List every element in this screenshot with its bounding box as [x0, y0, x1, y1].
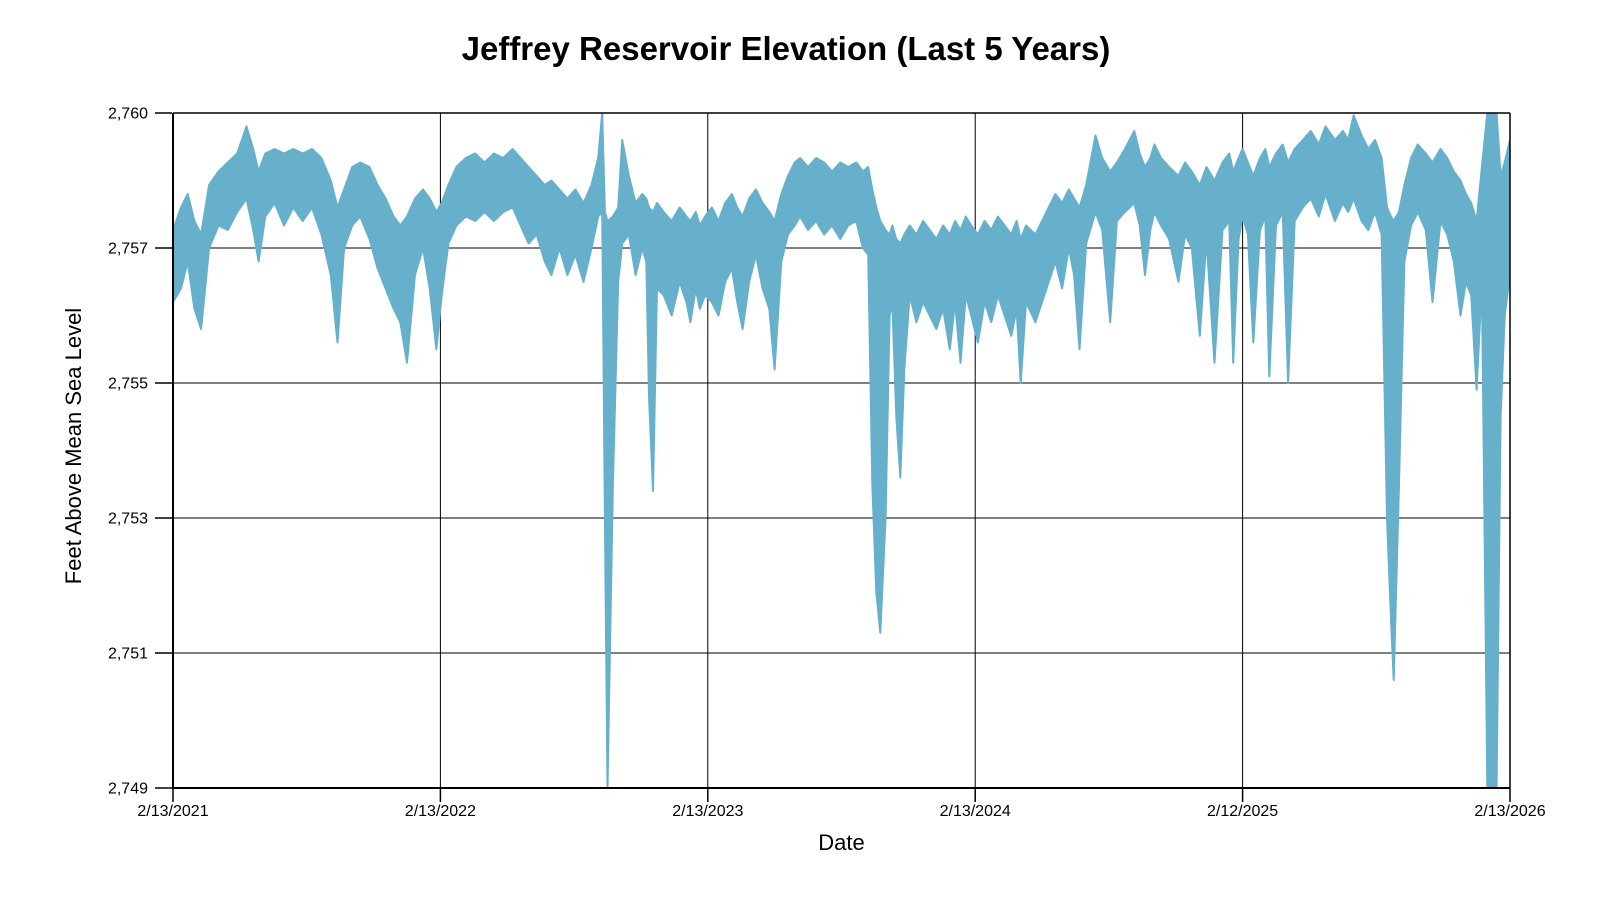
x-tick-label: 2/13/2022: [405, 803, 476, 820]
x-tick-label: 2/13/2021: [137, 803, 208, 820]
x-axis-title: Date: [818, 830, 865, 855]
y-tick-label: 2,753: [108, 511, 148, 528]
y-tick-label: 2,755: [108, 376, 148, 393]
x-tick-label: 2/13/2023: [672, 803, 743, 820]
y-tick-label: 2,751: [108, 646, 148, 663]
y-tick-label: 2,760: [108, 106, 148, 123]
y-tick-label: 2,749: [108, 781, 148, 798]
chart-title: Jeffrey Reservoir Elevation (Last 5 Year…: [461, 30, 1111, 67]
y-tick-label: 2,757: [108, 241, 148, 258]
x-tick-label: 2/12/2025: [1207, 803, 1278, 820]
x-tick-label: 2/13/2026: [1474, 803, 1545, 820]
x-tick-label: 2/13/2024: [940, 803, 1011, 820]
elevation-series-band: [173, 113, 1510, 788]
